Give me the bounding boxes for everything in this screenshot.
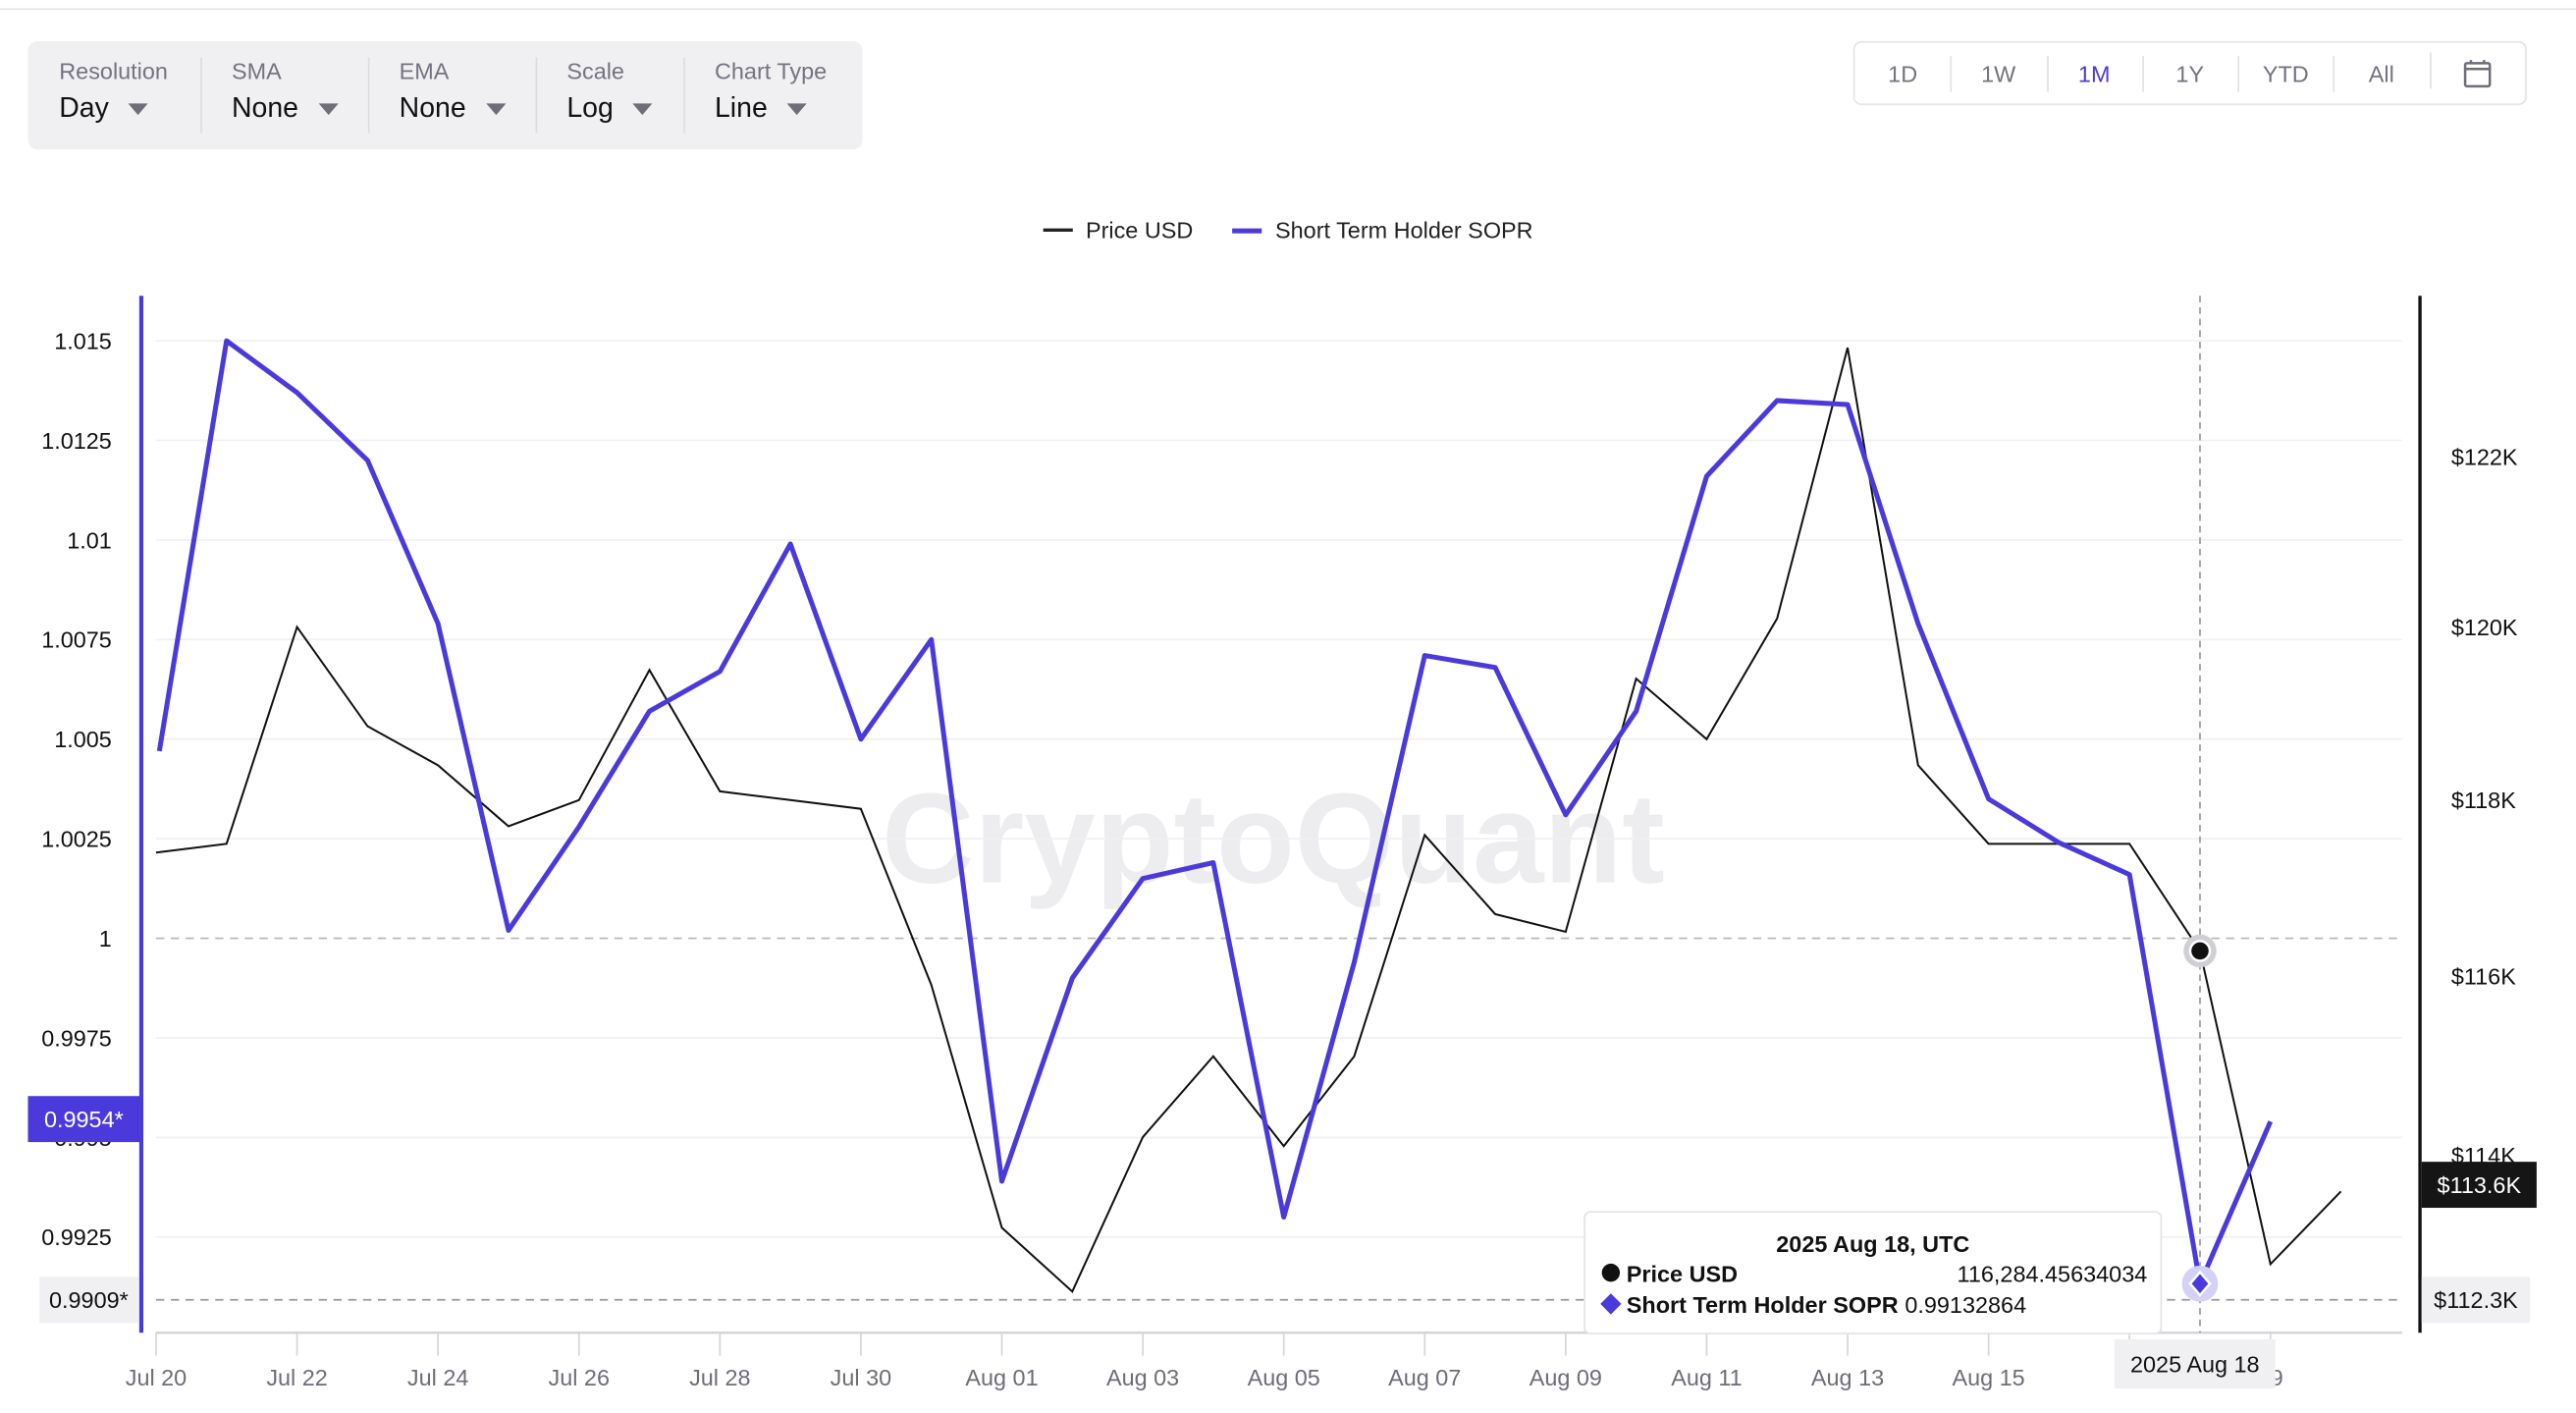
tooltip-sopr-label: Short Term Holder SOPR [1627, 1291, 1899, 1318]
x-axis-tick: Aug 05 [1248, 1365, 1320, 1390]
left-axis-tick: 1.0025 [41, 827, 112, 852]
sopr-last-value-marker: 0.9954* [27, 1096, 139, 1142]
right-axis-tick: $116K [2451, 963, 2516, 989]
price-dot-icon [1602, 1264, 1620, 1281]
x-axis-tick: Aug 07 [1388, 1365, 1461, 1390]
sopr-crosshair-marker: 0.9909* [39, 1277, 137, 1323]
left-axis-tick: 0.9975 [41, 1025, 112, 1051]
chart-tooltip: 2025 Aug 18, UTC Price USD 116,284.456340… [1583, 1211, 2162, 1334]
sopr-diamond-icon [1600, 1293, 1621, 1314]
tooltip-price-label: Price USD [1627, 1260, 1738, 1286]
right-axis-tick: $118K [2451, 788, 2516, 813]
x-axis-tick: Aug 03 [1106, 1365, 1179, 1390]
x-axis-tick: Aug 15 [1953, 1365, 2025, 1390]
left-axis-tick: 1.015 [54, 328, 112, 353]
crosshair-date-label: 2025 Aug 18 [2115, 1339, 2276, 1388]
x-axis-tick: Jul 20 [126, 1365, 187, 1390]
price-crosshair-marker: $112.3K [2422, 1277, 2530, 1323]
tooltip-sopr-value: 0.99132864 [1905, 1291, 2039, 1318]
right-axis-tick: $120K [2451, 615, 2518, 640]
x-axis-tick: Jul 28 [689, 1365, 750, 1390]
x-axis-tick: Jul 26 [549, 1365, 610, 1390]
tooltip-price-value: 116,284.45634034 [1958, 1260, 2161, 1286]
left-axis-tick: 1 [99, 926, 112, 951]
left-axis-tick: 1.0125 [41, 428, 112, 454]
tooltip-title: 2025 Aug 18, UTC [1585, 1230, 2161, 1257]
x-axis-tick: Aug 09 [1530, 1365, 1602, 1390]
left-axis-tick: 1.01 [67, 527, 112, 553]
left-axis-tick: 1.005 [54, 727, 112, 752]
price-hover-point [2190, 941, 2210, 960]
x-axis-tick: Aug 13 [1811, 1365, 1884, 1390]
x-axis-tick: Aug 01 [965, 1365, 1038, 1390]
x-axis-tick: Jul 24 [407, 1365, 468, 1390]
left-axis-tick: 0.9925 [41, 1224, 112, 1250]
right-axis-tick: $122K [2451, 445, 2518, 470]
x-axis-tick: Aug 11 [1671, 1365, 1742, 1390]
x-axis-tick: Jul 30 [831, 1365, 891, 1390]
x-axis-tick: Jul 22 [266, 1365, 327, 1390]
left-axis-tick: 1.0075 [41, 627, 112, 653]
price-last-value-marker: $113.6K [2422, 1162, 2537, 1208]
